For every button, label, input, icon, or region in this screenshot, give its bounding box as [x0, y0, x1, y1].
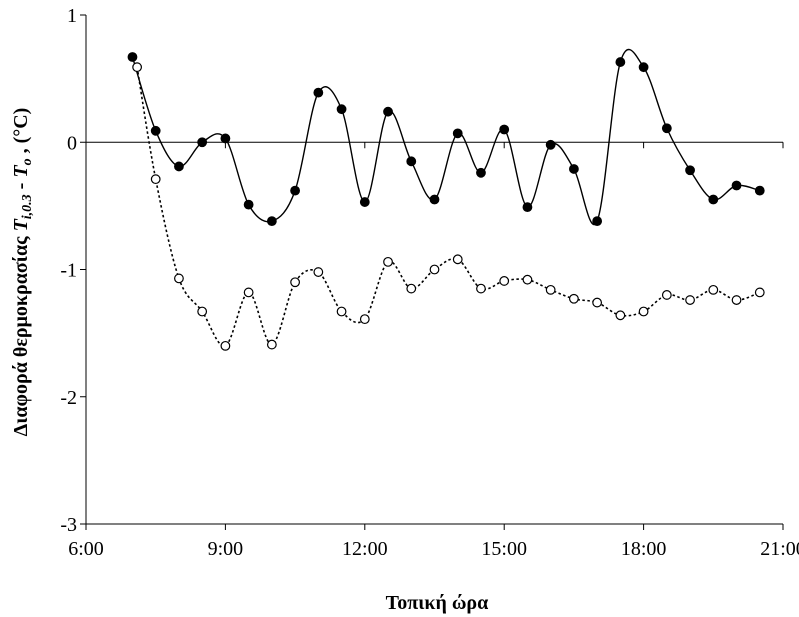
y-tick-label: 1 [67, 5, 77, 27]
series-2-point [429, 264, 440, 275]
series-2-point [313, 267, 324, 277]
series-1-point [243, 199, 254, 210]
series-2-point [754, 287, 765, 298]
series-1-point [522, 202, 533, 213]
series-layer [127, 48, 765, 351]
series-2-point [569, 293, 579, 304]
series-1-point [290, 185, 301, 196]
y-axis-title-symbol: T [10, 165, 32, 178]
series-1-point [754, 185, 765, 196]
y-tick-label: 0 [67, 132, 77, 154]
series-2-point [731, 295, 742, 305]
series-2-point [661, 290, 672, 300]
series-2-point [476, 283, 486, 294]
series-1-point [313, 87, 324, 98]
series-1-point [592, 216, 603, 227]
series-1-point [359, 197, 370, 207]
series-1-point [708, 194, 719, 205]
x-tick-label: 15:00 [481, 538, 527, 560]
series-1-point [731, 180, 742, 191]
y-axis-title-subscript: i,0.3 [20, 194, 35, 219]
y-axis-title-subscript: o [20, 158, 35, 165]
series-1-point [499, 124, 510, 135]
series-1-point [127, 52, 138, 62]
series-2-point [336, 306, 347, 317]
x-tick-label: 9:00 [208, 538, 244, 560]
series-2-point [708, 284, 719, 295]
series-2-point [243, 287, 254, 298]
series-2-point [522, 274, 533, 285]
y-axis-title-text: , (°C) [10, 108, 32, 159]
series-1-point [406, 156, 417, 167]
series-1-point [615, 57, 626, 67]
y-axis-title-text: - [10, 178, 32, 195]
series-1-point [266, 216, 277, 227]
x-axis-title: Τοπική ώρα [386, 592, 489, 614]
series-1-point [174, 161, 184, 172]
series-1-point [661, 123, 672, 134]
axes-layer: 1 0 -1 -2 -36:00 9:00 12:00 15:00 18:00 21:00 [60, 5, 799, 560]
series-1-point [569, 164, 579, 174]
x-tick-label: 21:00 [760, 538, 799, 560]
x-tick-label: 6:00 [68, 538, 104, 560]
y-axis-title-symbol: T [10, 218, 32, 231]
series-2-point [359, 314, 370, 325]
series-2-point [406, 283, 417, 294]
series-1-point [220, 133, 231, 144]
series-2-point [383, 256, 393, 267]
y-tick-label: -2 [60, 387, 77, 409]
x-tick-label: 18:00 [621, 538, 667, 560]
series-2-point [545, 284, 556, 295]
series-1-point [150, 125, 161, 136]
series-2-point [290, 277, 301, 288]
series-2-point [266, 339, 277, 350]
series-2-point [592, 297, 603, 308]
series-2-point [150, 174, 161, 185]
series-2-point [132, 62, 143, 73]
series-2-point [499, 276, 510, 286]
series-2-point [615, 310, 626, 321]
series-2-point [638, 306, 649, 317]
series-2-point [452, 254, 463, 265]
series-1-point [452, 128, 463, 139]
series-1-point [638, 62, 649, 73]
series-1-point [476, 167, 486, 178]
x-tick-label: 12:00 [342, 538, 388, 560]
series-2-point [197, 306, 208, 317]
y-axis-title: Διαφορά θερμοκρασίας Ti,0.3 - To , (°C) [10, 108, 35, 437]
series-2-point [220, 340, 231, 351]
y-tick-label: -3 [60, 514, 77, 536]
series-2-line [136, 67, 761, 347]
series-2-point [685, 295, 695, 305]
series-2-point [174, 273, 184, 284]
series-1-point [383, 106, 393, 117]
series-1-point [336, 104, 347, 115]
y-tick-label: -1 [60, 260, 77, 282]
y-axis-title-text: Διαφορά θερμοκρασίας [10, 231, 32, 436]
series-1-point [429, 194, 440, 205]
series-1-point [685, 165, 695, 176]
